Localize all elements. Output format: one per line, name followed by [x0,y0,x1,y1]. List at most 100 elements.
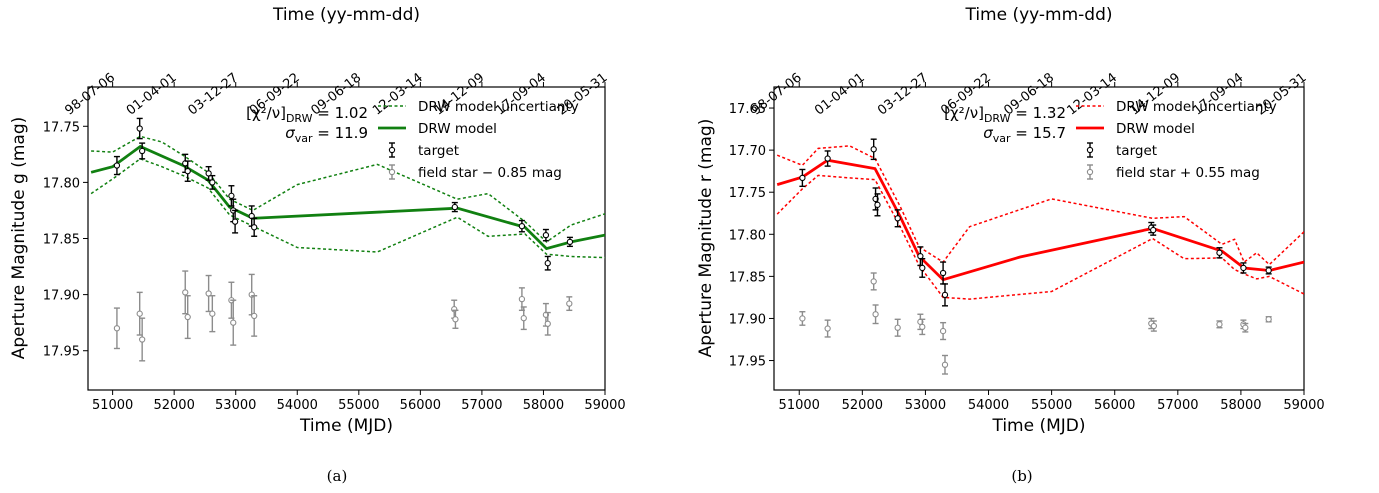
y-tick-label: 17.90 [43,289,80,304]
field-star-point [544,311,551,336]
x-tick-label: 52000 [153,398,194,413]
legend-label: DRW model [1116,121,1195,137]
field-star-point [894,318,901,337]
x-tick-label: 51000 [92,398,133,413]
y-tick-label: 17.80 [43,176,80,191]
field-star-point [566,296,573,312]
plot-frame [773,86,1305,391]
top-tick-label: 12-03-14 [1064,70,1120,118]
y-axis-label: Aperture Magnitude g (mag) [9,117,29,359]
x-tick-label: 59000 [1283,398,1324,413]
target-point [113,155,121,176]
legend-label: field star − 0.85 mag [418,165,562,181]
x-axis-label: Time (MJD) [299,416,393,436]
field-star-point [939,321,947,341]
target-point [941,283,949,307]
target-point [1216,247,1223,259]
top-tick-label: 98-07-06 [749,70,805,118]
x-tick-label: 56000 [1094,398,1135,413]
uncertainty-lower-line [776,174,1304,300]
x-tick-label: 56000 [400,398,441,413]
uncertainty-lower-line [90,157,605,259]
top-tick-label: 01-04-01 [812,70,868,118]
target-point [209,174,216,190]
target-point [1150,224,1157,236]
target-point [451,201,458,213]
legend-swatch-field-star [1086,164,1094,180]
target-point [518,219,526,233]
target-point [1240,262,1247,274]
top-tick-label: 98-07-06 [62,70,118,118]
x-tick-label: 57000 [1157,398,1198,413]
legend-swatch-target [388,142,396,158]
y-tick-label: 17.95 [43,345,80,360]
target-point [939,261,947,285]
target-point [874,193,881,217]
top-axis-label: Time (yy-mm-dd) [964,5,1112,25]
x-axis-label: Time (MJD) [991,416,1085,436]
field-star-point [451,299,458,319]
target-point [544,255,551,271]
y-tick-label: 17.75 [729,186,766,201]
y-tick-label: 17.95 [729,355,766,370]
target-point [566,236,574,248]
drw-model-line [90,144,605,251]
field-star-point [1216,320,1223,329]
y-tick-label: 17.75 [43,120,80,135]
target-point [542,228,550,242]
x-tick-label: 55000 [338,398,379,413]
field-star-point [251,295,258,337]
legend-label: DRW model [418,121,497,137]
uncertainty-upper-line [776,145,1304,266]
legend-label: field star + 0.55 mag [1116,165,1260,181]
field-star-point [113,307,121,350]
x-tick-label: 55000 [1031,398,1072,413]
y-tick-label: 17.70 [729,144,766,159]
field-star-point [1242,322,1249,333]
y-tick-label: 17.90 [729,312,766,327]
field-star-point [520,306,527,331]
field-star-point [136,291,143,336]
x-tick-label: 58000 [1220,398,1261,413]
field-star-point [1265,316,1272,323]
x-tick-label: 52000 [842,398,883,413]
legend-label: target [418,143,459,159]
field-star-point [209,295,216,333]
panel-a: 51000 52000 53000 54000 55000 56000 57000 58000… [9,5,626,485]
x-tick-label: 54000 [968,398,1009,413]
target-point [1265,266,1272,275]
target-point [184,160,191,182]
field-star-point [1150,320,1157,332]
field-star-point [824,319,831,338]
x-tick-label: 53000 [215,398,256,413]
legend-swatch-field-star [388,164,396,180]
sigma-var-stat: σvar = 11.9 [285,124,368,145]
field-star-point [184,295,191,340]
field-star-point [872,304,879,325]
target-point [799,168,806,188]
target-point [139,142,146,160]
field-star-point [230,299,237,346]
y-tick-label: 17.85 [729,270,766,285]
legend-label: DRW model uncertianty [418,99,579,115]
field-star-point [799,311,806,326]
y-tick-label: 17.65 [729,102,766,117]
y-tick-label: 17.85 [43,233,80,248]
sigma-var-stat: σvar = 15.7 [983,124,1066,145]
top-tick-label: 03-12-27 [875,70,931,118]
uncertainty-upper-line [91,135,605,243]
field-star-point [452,309,459,329]
legend-label: target [1116,143,1157,159]
legend-swatch-target [1086,142,1094,158]
field-star-point [919,318,926,336]
y-tick-label: 17.80 [729,228,766,243]
target-point [894,209,901,228]
panel-b: 51000 52000 53000 54000 55000 56000 57000 58000… [696,5,1325,485]
top-tick-label: 01-04-01 [124,70,180,118]
target-point [251,217,258,237]
x-tick-label: 54000 [277,398,318,413]
x-tick-label: 53000 [905,398,946,413]
target-point [824,150,831,167]
x-tick-label: 59000 [584,398,625,413]
